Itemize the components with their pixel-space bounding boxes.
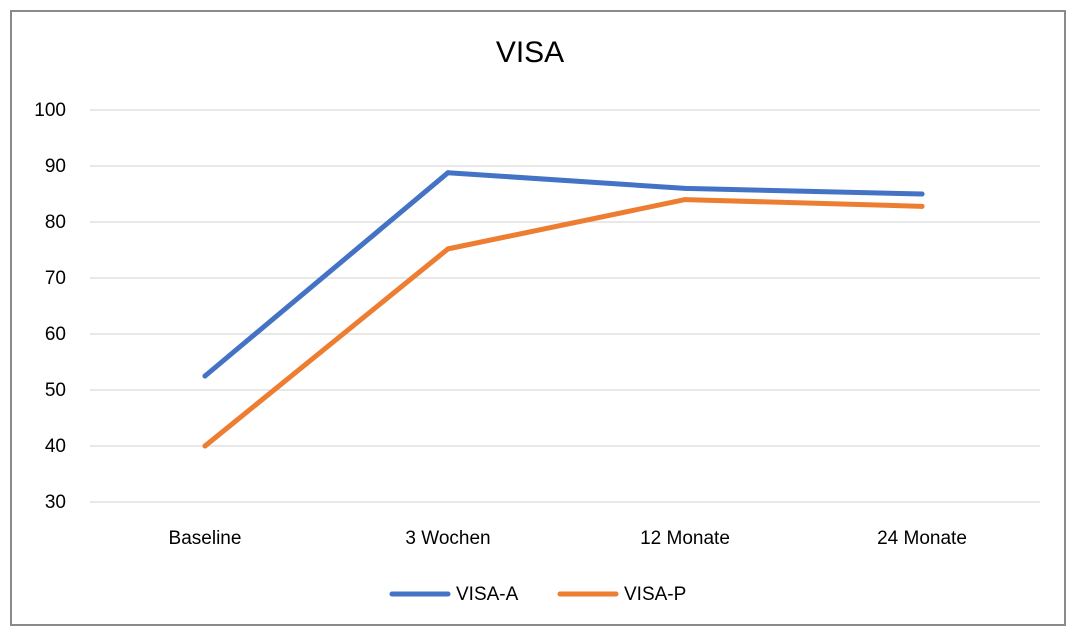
x-tick-label: 3 Wochen: [405, 528, 490, 549]
series-group: [202, 170, 925, 449]
data-point: [682, 185, 688, 191]
y-tick-label: 70: [45, 268, 66, 289]
data-point: [919, 203, 925, 209]
data-point: [445, 170, 451, 176]
x-tick-label: Baseline: [169, 528, 242, 549]
legend: VISA-A VISA-P: [389, 584, 686, 605]
series-line-visa-p: [202, 197, 925, 449]
chart-title: VISA: [496, 36, 564, 69]
series-line-visa-a: [202, 170, 925, 379]
data-point: [445, 246, 451, 252]
y-tick-label: 50: [45, 380, 66, 401]
data-point: [682, 197, 688, 203]
legend-label: VISA-A: [456, 584, 519, 605]
y-axis-ticks: 30 40 50 60 70 80 90 100: [34, 100, 66, 513]
data-point: [202, 443, 208, 449]
y-tick-label: 100: [34, 100, 66, 121]
chart-frame: [10, 10, 1066, 626]
data-point: [202, 373, 208, 379]
data-point: [919, 191, 925, 197]
gridlines: [90, 109, 1040, 503]
x-tick-label: 12 Monate: [640, 528, 730, 549]
x-tick-label: 24 Monate: [877, 528, 967, 549]
y-tick-label: 90: [45, 156, 66, 177]
y-tick-label: 60: [45, 324, 66, 345]
legend-label: VISA-P: [624, 584, 686, 605]
x-axis-ticks: Baseline 3 Wochen 12 Monate 24 Monate: [169, 528, 967, 549]
y-tick-label: 80: [45, 212, 66, 233]
y-tick-label: 30: [45, 492, 66, 513]
y-tick-label: 40: [45, 436, 66, 457]
